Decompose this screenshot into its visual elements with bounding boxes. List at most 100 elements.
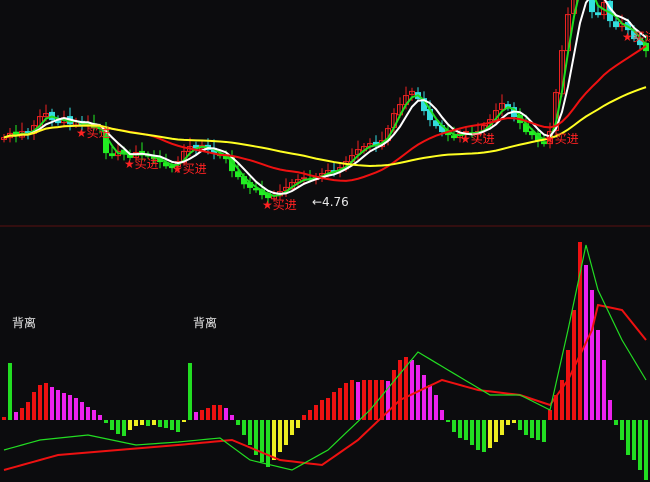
macd-bar — [110, 420, 114, 430]
macd-bar — [524, 420, 528, 435]
macd-bar — [452, 420, 456, 432]
macd-bar — [548, 410, 552, 420]
candle-down — [613, 21, 619, 28]
macd-bar — [536, 420, 540, 440]
macd-bar — [374, 380, 378, 420]
macd-bar — [98, 415, 102, 420]
buy-signal-marker: ★买进 — [172, 161, 207, 176]
macd-bar — [398, 360, 402, 420]
macd-bar — [590, 290, 594, 420]
candle-up — [43, 113, 49, 118]
macd-bar — [188, 363, 192, 420]
macd-bar — [494, 420, 498, 442]
macd-bar — [488, 420, 492, 448]
candle-down — [589, 0, 595, 13]
macd-bar — [446, 420, 450, 422]
macd-bar — [326, 398, 330, 420]
candle-up — [301, 177, 307, 180]
macd-bar — [116, 420, 120, 434]
macd-bar — [86, 407, 90, 420]
macd-bar — [518, 420, 522, 430]
macd-bar — [20, 408, 24, 420]
macd-bar — [176, 420, 180, 432]
macd-bar — [464, 420, 468, 440]
buy-signal-marker: ★买进 — [76, 125, 111, 140]
macd-bar — [338, 388, 342, 420]
macd-lines — [3, 244, 647, 471]
macd-bar — [566, 350, 570, 420]
candle-down — [235, 171, 241, 178]
macd-bar — [344, 383, 348, 420]
macd-bar — [80, 402, 84, 420]
macd-bar — [248, 420, 252, 445]
macd-bar — [470, 420, 474, 445]
macd-bar — [530, 420, 534, 438]
macd-bar — [632, 420, 636, 460]
macd-bar — [164, 420, 168, 428]
macd-bar — [158, 420, 162, 427]
macd-bar — [290, 420, 294, 435]
macd-bar — [296, 420, 300, 428]
macd-bar — [152, 420, 156, 425]
macd-bar — [14, 412, 18, 420]
macd-bar — [218, 405, 222, 420]
macd-bar — [68, 395, 72, 420]
macd-bar — [254, 420, 258, 455]
macd-bar — [122, 420, 126, 436]
macd-bar — [308, 410, 312, 420]
candle-down — [541, 141, 547, 145]
macd-bar — [74, 398, 78, 420]
buy-signal-marker: ★买进 — [124, 157, 159, 172]
candle-down — [109, 153, 115, 157]
macd-bar — [278, 420, 282, 452]
macd-bar — [602, 360, 606, 420]
candle-down — [595, 12, 601, 16]
macd-bar — [128, 420, 132, 430]
macd-bar — [44, 383, 48, 420]
divergence-label: 背离 — [193, 316, 218, 330]
macd-bar — [302, 415, 306, 420]
macd-bar — [104, 420, 108, 423]
macd-bar — [224, 408, 228, 420]
dif-line — [3, 244, 647, 471]
buy-signal-marker: ★买进 — [460, 131, 495, 146]
buy-signal-marker: ★买进 — [544, 131, 579, 146]
candle-up — [499, 102, 505, 110]
macd-bar — [626, 420, 630, 455]
macd-bar — [614, 420, 618, 425]
candle-down — [433, 120, 439, 127]
macd-bar — [140, 420, 144, 425]
macd-histogram — [2, 242, 648, 480]
macd-bar — [170, 420, 174, 430]
macd-bar — [182, 420, 186, 422]
macd-bar — [314, 405, 318, 420]
macd-bar — [368, 380, 372, 420]
macd-bar — [8, 363, 12, 420]
macd-bar — [392, 370, 396, 420]
buy-signal-marker: ★买进 — [262, 197, 297, 212]
divergence-label: 背离 — [12, 316, 37, 330]
buy-signal-marker: ★买进 — [622, 29, 650, 44]
macd-bar — [38, 385, 42, 420]
macd-bar — [554, 395, 558, 420]
macd-bar — [146, 420, 150, 426]
macd-bar — [434, 395, 438, 420]
macd-bar — [134, 420, 138, 426]
macd-bar — [440, 410, 444, 420]
macd-bar — [236, 420, 240, 425]
macd-bar — [230, 415, 234, 420]
macd-bar — [386, 381, 390, 420]
dea-line — [3, 303, 647, 471]
candle-down — [55, 120, 61, 124]
macd-bar — [92, 410, 96, 420]
macd-bar — [332, 392, 336, 420]
macd-bar — [638, 420, 642, 470]
macd-bar — [62, 393, 66, 420]
macd-bar — [410, 360, 414, 420]
macd-bar — [608, 400, 612, 420]
macd-bar — [596, 330, 600, 420]
macd-bar — [458, 420, 462, 438]
macd-bar — [356, 382, 360, 420]
